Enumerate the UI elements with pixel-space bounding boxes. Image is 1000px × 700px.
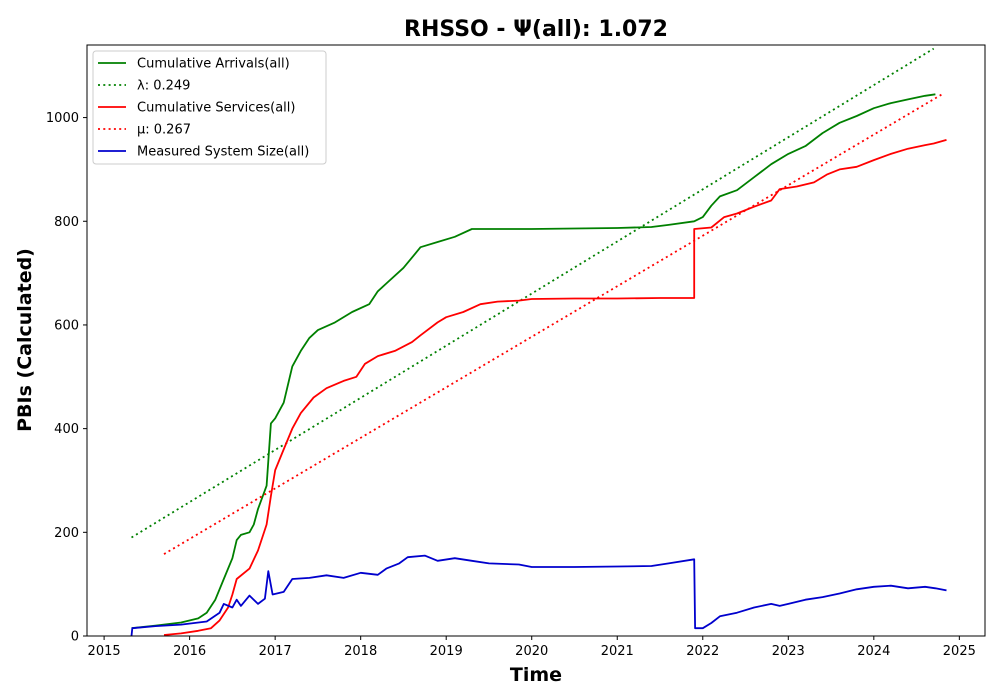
- y-tick-label-0: 0: [71, 630, 79, 645]
- plot-frame: [86, 44, 986, 637]
- y-axis-label: PBIs (Calculated): [14, 248, 36, 432]
- series-line-0: [131, 93, 936, 630]
- legend-label-0: Cumulative Arrivals(all): [137, 57, 290, 72]
- x-tick-label-2021: 2021: [601, 644, 634, 659]
- y-axis: 0 200 400 600 800 1000: [46, 111, 87, 645]
- x-tick-label-2023: 2023: [772, 644, 805, 659]
- y-tick-label-800: 800: [54, 215, 79, 230]
- x-tick-label-2018: 2018: [344, 644, 377, 659]
- y-tick-label-600: 600: [54, 318, 79, 333]
- legend-label-4: Measured System Size(all): [137, 145, 309, 160]
- plot-area: [130, 47, 947, 637]
- x-tick-label-2020: 2020: [515, 644, 548, 659]
- x-axis-label: Time: [510, 664, 562, 686]
- y-tick-label-1000: 1000: [46, 111, 79, 126]
- x-tick-label-2016: 2016: [173, 644, 206, 659]
- x-tick-label-2022: 2022: [686, 644, 719, 659]
- x-tick-label-2024: 2024: [857, 644, 890, 659]
- y-tick-label-400: 400: [54, 422, 79, 437]
- x-tick-label-2017: 2017: [259, 644, 292, 659]
- x-axis: 2015 2016 2017 2018 2019 2020 2021 2022 2023 2024…: [88, 636, 976, 659]
- legend-label-3: μ: 0.267: [137, 123, 191, 138]
- chart-title: RHSSO - Ψ(all): 1.072: [404, 17, 668, 42]
- legend-label-2: Cumulative Services(all): [137, 101, 295, 116]
- y-tick-label-200: 200: [54, 526, 79, 541]
- x-tick-label-2019: 2019: [430, 644, 463, 659]
- legend: Cumulative Arrivals(all) λ: 0.249 Cumulati…: [92, 50, 327, 165]
- legend-label-1: λ: 0.249: [137, 79, 190, 94]
- x-tick-label-2025: 2025: [943, 644, 976, 659]
- legend-frame: [92, 50, 327, 165]
- series-line-4: [130, 554, 947, 637]
- series-line-2: [163, 139, 947, 636]
- x-tick-label-2015: 2015: [88, 644, 121, 659]
